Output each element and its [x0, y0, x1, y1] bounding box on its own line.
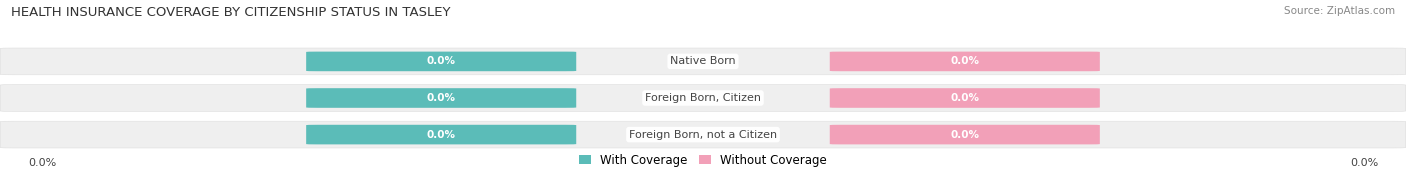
- Text: 0.0%: 0.0%: [950, 130, 980, 140]
- Text: 0.0%: 0.0%: [426, 130, 456, 140]
- FancyBboxPatch shape: [307, 125, 576, 144]
- Legend: With Coverage, Without Coverage: With Coverage, Without Coverage: [579, 154, 827, 167]
- FancyBboxPatch shape: [307, 52, 576, 71]
- Text: Source: ZipAtlas.com: Source: ZipAtlas.com: [1284, 6, 1395, 16]
- Text: 0.0%: 0.0%: [426, 93, 456, 103]
- Text: Foreign Born, Citizen: Foreign Born, Citizen: [645, 93, 761, 103]
- FancyBboxPatch shape: [0, 85, 1406, 111]
- FancyBboxPatch shape: [830, 52, 1099, 71]
- Text: 0.0%: 0.0%: [950, 93, 980, 103]
- Text: Native Born: Native Born: [671, 56, 735, 66]
- Text: 0.0%: 0.0%: [28, 158, 56, 168]
- FancyBboxPatch shape: [830, 88, 1099, 108]
- Text: HEALTH INSURANCE COVERAGE BY CITIZENSHIP STATUS IN TASLEY: HEALTH INSURANCE COVERAGE BY CITIZENSHIP…: [11, 6, 451, 19]
- Text: Foreign Born, not a Citizen: Foreign Born, not a Citizen: [628, 130, 778, 140]
- FancyBboxPatch shape: [830, 125, 1099, 144]
- FancyBboxPatch shape: [307, 88, 576, 108]
- Text: 0.0%: 0.0%: [426, 56, 456, 66]
- FancyBboxPatch shape: [0, 121, 1406, 148]
- FancyBboxPatch shape: [0, 48, 1406, 75]
- Text: 0.0%: 0.0%: [950, 56, 980, 66]
- Text: 0.0%: 0.0%: [1350, 158, 1378, 168]
